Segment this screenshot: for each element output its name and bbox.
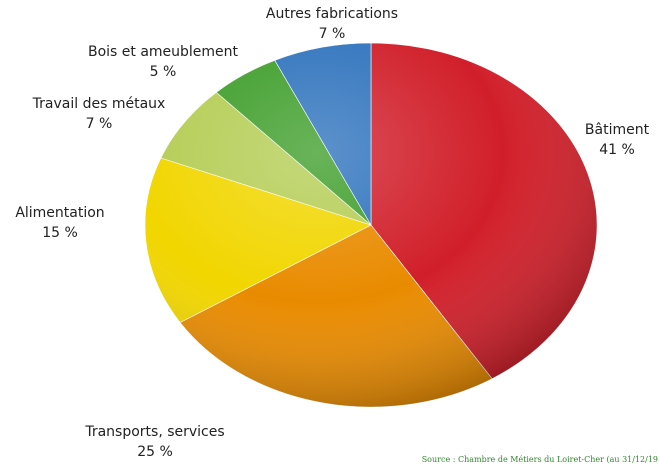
pie-shading — [145, 43, 597, 407]
label-travail-metaux-value: 7 % — [85, 116, 113, 132]
label-autres-fabrications-name: Autres fabrications — [265, 6, 399, 22]
label-bois-ameublement: Bois et ameublement 5 % — [68, 42, 258, 82]
label-batiment: Bâtiment 41 % — [577, 120, 657, 160]
label-travail-metaux: Travail des métaux 7 % — [4, 94, 194, 134]
label-transports-services-name: Transports, services — [85, 424, 225, 440]
label-autres-fabrications: Autres fabrications 7 % — [242, 4, 422, 44]
label-travail-metaux-name: Travail des métaux — [32, 96, 166, 112]
label-autres-fabrications-value: 7 % — [318, 26, 346, 42]
label-alimentation-name: Alimentation — [15, 205, 105, 221]
label-batiment-name: Bâtiment — [584, 122, 650, 138]
label-bois-ameublement-value: 5 % — [149, 64, 177, 80]
label-alimentation: Alimentation 15 % — [4, 203, 116, 243]
label-bois-ameublement-name: Bois et ameublement — [87, 44, 239, 60]
label-transports-services: Transports, services 25 % — [70, 422, 240, 462]
label-alimentation-value: 15 % — [42, 225, 78, 241]
source-note: Source : Chambre de Métiers du Loiret-Ch… — [421, 455, 658, 464]
label-transports-services-value: 25 % — [137, 444, 173, 460]
label-batiment-value: 41 % — [599, 142, 635, 158]
